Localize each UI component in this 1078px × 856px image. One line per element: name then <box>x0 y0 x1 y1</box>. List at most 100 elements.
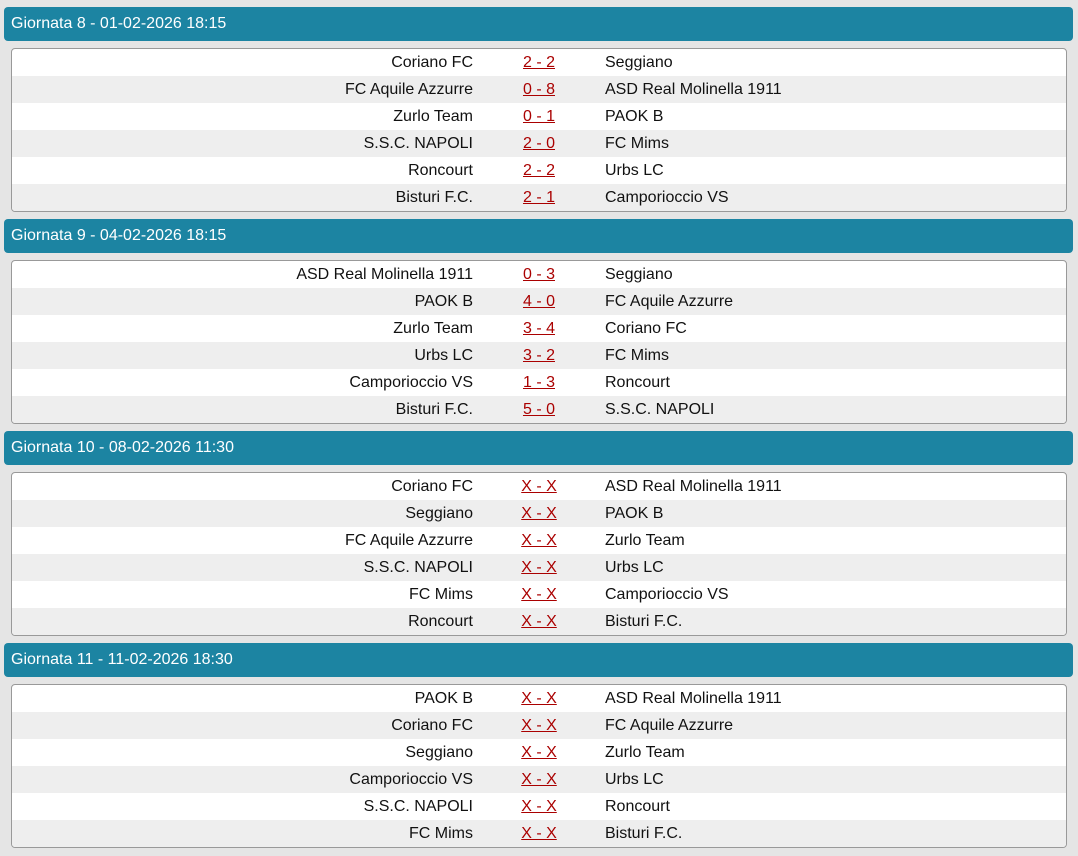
score-link[interactable]: 5 - 0 <box>522 401 555 418</box>
score-link[interactable]: 3 - 4 <box>522 320 555 337</box>
score-link[interactable]: X - X <box>521 744 557 761</box>
match-row: Coriano FC 2 - 2 Seggiano <box>12 49 1066 76</box>
away-team: FC Mims <box>605 135 669 152</box>
away-team: ASD Real Molinella 1911 <box>605 81 782 98</box>
match-row: PAOK B X - X ASD Real Molinella 1911 <box>12 685 1066 712</box>
match-row: FC Mims X - X Camporioccio VS <box>12 581 1066 608</box>
score-link[interactable]: 1 - 3 <box>522 374 555 391</box>
home-team: Zurlo Team <box>393 320 473 337</box>
match-row: Camporioccio VS 1 - 3 Roncourt <box>12 369 1066 396</box>
home-team: Zurlo Team <box>393 108 473 125</box>
match-row: Bisturi F.C. 2 - 1 Camporioccio VS <box>12 184 1066 211</box>
home-team: FC Aquile Azzurre <box>344 81 473 98</box>
score-link[interactable]: X - X <box>521 690 557 707</box>
score-link[interactable]: X - X <box>521 798 557 815</box>
home-team: Coriano FC <box>391 54 473 71</box>
round-section: Giornata 9 - 04-02-2026 18:15 ASD Real M… <box>0 219 1078 424</box>
away-team: Coriano FC <box>605 320 687 337</box>
match-row: Coriano FC X - X FC Aquile Azzurre <box>12 712 1066 739</box>
away-team: Camporioccio VS <box>605 189 729 206</box>
match-row: Zurlo Team 3 - 4 Coriano FC <box>12 315 1066 342</box>
round-section: Giornata 8 - 01-02-2026 18:15 Coriano FC… <box>0 7 1078 212</box>
away-team: Urbs LC <box>605 559 664 576</box>
score-link[interactable]: 3 - 2 <box>522 347 555 364</box>
away-team: ASD Real Molinella 1911 <box>605 478 782 495</box>
round-section: Giornata 10 - 08-02-2026 11:30 Coriano F… <box>0 431 1078 636</box>
away-team: Seggiano <box>605 54 673 71</box>
away-team: ASD Real Molinella 1911 <box>605 690 782 707</box>
match-row: Roncourt X - X Bisturi F.C. <box>12 608 1066 635</box>
score-link[interactable]: X - X <box>521 586 557 603</box>
round-header: Giornata 8 - 01-02-2026 18:15 <box>4 7 1073 41</box>
score-link[interactable]: X - X <box>521 559 557 576</box>
away-team: Camporioccio VS <box>605 586 729 603</box>
score-link[interactable]: 0 - 3 <box>522 266 555 283</box>
score-link[interactable]: X - X <box>521 825 557 842</box>
away-team: Roncourt <box>605 374 670 391</box>
away-team: S.S.C. NAPOLI <box>605 401 715 418</box>
home-team: FC Mims <box>409 825 473 842</box>
score-link[interactable]: 0 - 1 <box>522 108 555 125</box>
home-team: FC Mims <box>409 586 473 603</box>
away-team: FC Mims <box>605 347 669 364</box>
away-team: Roncourt <box>605 798 670 815</box>
match-row: PAOK B 4 - 0 FC Aquile Azzurre <box>12 288 1066 315</box>
home-team: Coriano FC <box>391 717 473 734</box>
away-team: Urbs LC <box>605 771 664 788</box>
away-team: Bisturi F.C. <box>605 613 683 630</box>
home-team: Seggiano <box>405 505 473 522</box>
match-row: Coriano FC X - X ASD Real Molinella 1911 <box>12 473 1066 500</box>
match-row: ASD Real Molinella 1911 0 - 3 Seggiano <box>12 261 1066 288</box>
home-team: Camporioccio VS <box>349 374 473 391</box>
score-link[interactable]: X - X <box>521 717 557 734</box>
matches-table: PAOK B X - X ASD Real Molinella 1911 Cor… <box>11 684 1067 848</box>
home-team: S.S.C. NAPOLI <box>363 135 473 152</box>
match-row: Camporioccio VS X - X Urbs LC <box>12 766 1066 793</box>
matches-table: Coriano FC 2 - 2 Seggiano FC Aquile Azzu… <box>11 48 1067 212</box>
away-team: FC Aquile Azzurre <box>605 717 734 734</box>
match-row: Roncourt 2 - 2 Urbs LC <box>12 157 1066 184</box>
score-link[interactable]: X - X <box>521 613 557 630</box>
home-team: Bisturi F.C. <box>395 189 473 206</box>
score-link[interactable]: 4 - 0 <box>522 293 555 310</box>
score-link[interactable]: 2 - 2 <box>522 54 555 71</box>
match-row: Urbs LC 3 - 2 FC Mims <box>12 342 1066 369</box>
score-link[interactable]: 2 - 0 <box>522 135 555 152</box>
match-row: Zurlo Team 0 - 1 PAOK B <box>12 103 1066 130</box>
match-row: Bisturi F.C. 5 - 0 S.S.C. NAPOLI <box>12 396 1066 423</box>
match-row: S.S.C. NAPOLI X - X Urbs LC <box>12 554 1066 581</box>
round-header: Giornata 11 - 11-02-2026 18:30 <box>4 643 1073 677</box>
score-link[interactable]: X - X <box>521 771 557 788</box>
home-team: PAOK B <box>414 690 473 707</box>
home-team: Coriano FC <box>391 478 473 495</box>
away-team: Bisturi F.C. <box>605 825 683 842</box>
home-team: Roncourt <box>408 162 473 179</box>
score-link[interactable]: 2 - 1 <box>522 189 555 206</box>
match-row: Seggiano X - X PAOK B <box>12 500 1066 527</box>
home-team: Roncourt <box>408 613 473 630</box>
score-link[interactable]: X - X <box>521 478 557 495</box>
round-header: Giornata 10 - 08-02-2026 11:30 <box>4 431 1073 465</box>
score-link[interactable]: 0 - 8 <box>522 81 555 98</box>
away-team: FC Aquile Azzurre <box>605 293 734 310</box>
match-row: FC Aquile Azzurre X - X Zurlo Team <box>12 527 1066 554</box>
away-team: Zurlo Team <box>605 532 685 549</box>
away-team: Zurlo Team <box>605 744 685 761</box>
home-team: ASD Real Molinella 1911 <box>296 266 473 283</box>
matches-table: ASD Real Molinella 1911 0 - 3 Seggiano P… <box>11 260 1067 424</box>
home-team: S.S.C. NAPOLI <box>363 559 473 576</box>
score-link[interactable]: X - X <box>521 532 557 549</box>
home-team: Bisturi F.C. <box>395 401 473 418</box>
home-team: Camporioccio VS <box>349 771 473 788</box>
score-link[interactable]: 2 - 2 <box>522 162 555 179</box>
match-row: S.S.C. NAPOLI X - X Roncourt <box>12 793 1066 820</box>
round-header: Giornata 9 - 04-02-2026 18:15 <box>4 219 1073 253</box>
match-row: FC Mims X - X Bisturi F.C. <box>12 820 1066 847</box>
match-row: Seggiano X - X Zurlo Team <box>12 739 1066 766</box>
home-team: PAOK B <box>414 293 473 310</box>
home-team: Seggiano <box>405 744 473 761</box>
away-team: Urbs LC <box>605 162 664 179</box>
home-team: S.S.C. NAPOLI <box>363 798 473 815</box>
score-link[interactable]: X - X <box>521 505 557 522</box>
